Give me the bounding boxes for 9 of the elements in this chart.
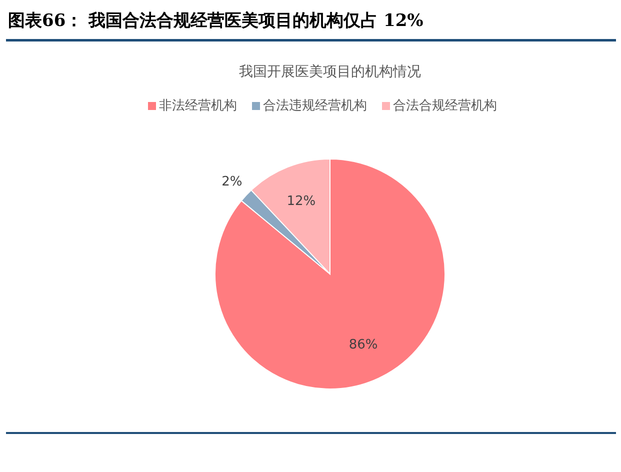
pie-slice bbox=[214, 158, 446, 390]
chart-title: 图表66： 我国合法合规经营医美项目的机构仅占 12% bbox=[8, 11, 424, 31]
chart-subtitle: 我国开展医美项目的机构情况 bbox=[239, 64, 421, 80]
legend-label: 合法合规经营机构 bbox=[393, 98, 497, 114]
legend-label: 合法违规经营机构 bbox=[263, 98, 367, 114]
data-label: 12% bbox=[286, 194, 316, 209]
data-label: 2% bbox=[222, 174, 242, 190]
data-label: 86% bbox=[348, 337, 378, 352]
legend-label: 非法经营机构 bbox=[159, 98, 237, 114]
